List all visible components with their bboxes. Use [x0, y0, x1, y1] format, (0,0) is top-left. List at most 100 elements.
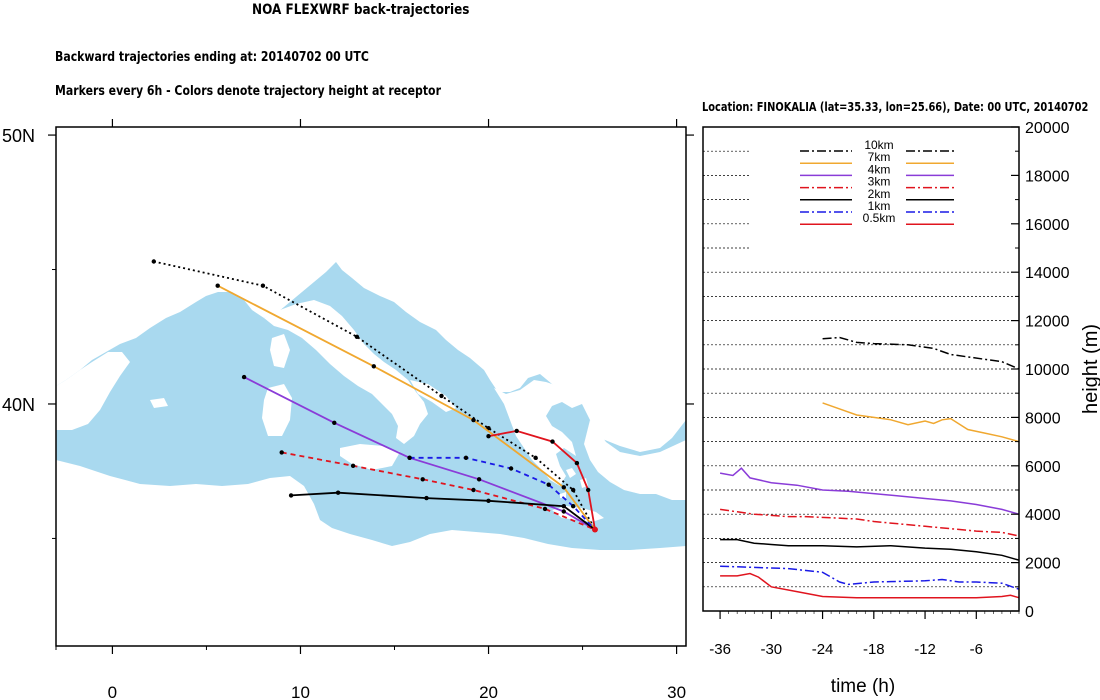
height-ytick-label: 4000	[1025, 507, 1061, 524]
land-europe	[56, 127, 686, 452]
legend-label-1km: 1km	[868, 199, 891, 213]
land-iberia	[56, 352, 130, 430]
map-marker-2km	[424, 495, 429, 501]
height-xtick-label: -30	[760, 641, 782, 658]
land-italy	[264, 300, 428, 444]
land-aegean-islands	[560, 468, 588, 498]
legend-label-10km: 10km	[864, 138, 893, 152]
map-marker-10km	[486, 426, 491, 431]
location-label: Location: FINOKALIA (lat=35.33, lon=25.6…	[702, 100, 1089, 114]
map-marker-10km	[533, 455, 538, 460]
land-anatolia	[584, 420, 686, 500]
height-panel: 0 2000 4000 6000 8000 10000 12000 14000 16000 180…	[702, 120, 1100, 697]
map-xtick-label: 10	[291, 683, 310, 700]
height-grid	[703, 150, 1019, 588]
map-marker-4km	[332, 420, 337, 425]
map-xtick-label: 20	[479, 683, 498, 700]
height-ytick-label: 10000	[1025, 362, 1070, 379]
map-marker-3km	[542, 506, 548, 512]
map-marker-3km	[471, 487, 476, 493]
legend-label-0.5km: 0.5km	[863, 211, 896, 225]
map-marker-7km	[371, 364, 376, 369]
map-trajectory-2km	[291, 491, 596, 531]
map-marker-0.5km	[486, 434, 491, 439]
map-marker-3km	[420, 477, 425, 482]
map-panel: 0 10 20 30 40N 50N	[2, 119, 694, 700]
land-sicily	[340, 444, 400, 470]
height-series-4km	[719, 467, 1019, 515]
map-marker-2km	[486, 498, 491, 503]
height-ytick-label: 12000	[1025, 314, 1070, 331]
height-ytick-label: 20000	[1025, 120, 1070, 137]
height-ytick-label: 18000	[1025, 168, 1070, 185]
map-trajectories	[151, 259, 598, 533]
map-marker-10km	[571, 487, 576, 493]
map-marker-1km	[407, 455, 412, 460]
height-ytick-label: 0	[1025, 604, 1034, 621]
height-ytick-label: 14000	[1025, 265, 1070, 282]
receptor-marker	[591, 526, 598, 533]
map-trajectory-4km	[243, 376, 596, 531]
chart-title: NOA FLEXWRF back-trajectories	[252, 2, 470, 18]
map-ytick-label: 40N	[2, 395, 35, 415]
map-marker-10km	[260, 283, 266, 288]
legend-label-7km: 7km	[868, 150, 891, 164]
map-marker-10km	[354, 334, 360, 339]
map-marker-7km	[561, 485, 566, 490]
map-xtick-label: 0	[108, 683, 117, 700]
height-ytick-label: 16000	[1025, 217, 1070, 234]
height-series-3km	[719, 508, 1019, 537]
height-xtick-label: -18	[863, 641, 885, 658]
map-marker-10km	[151, 259, 156, 264]
map-frame	[55, 126, 687, 647]
legend-label-4km: 4km	[868, 162, 891, 176]
map-marker-0.5km	[550, 439, 555, 444]
map-xtick-label: 30	[667, 683, 686, 700]
map-marker-0.5km	[574, 460, 580, 466]
map-trajectory-1km	[409, 456, 596, 531]
legend-label-2km: 2km	[868, 187, 891, 201]
map-marker-2km	[335, 490, 341, 495]
trajectory-end-time: Backward trajectories ending at: 2014070…	[55, 50, 369, 65]
height-xtick-label: -36	[709, 641, 731, 658]
map-marker-2km	[288, 493, 294, 498]
height-xtick-label: -12	[914, 641, 936, 658]
land-balearic	[150, 398, 168, 408]
map-axes: 0 10 20 30 40N 50N	[2, 119, 694, 700]
legend-label-3km: 3km	[868, 175, 891, 189]
height-series-1km	[720, 565, 1019, 590]
marker-description: Markers every 6h - Colors denote traject…	[55, 84, 441, 99]
height-ytick-label: 8000	[1025, 410, 1061, 427]
map-marker-1km	[546, 482, 551, 487]
height-series-2km	[720, 538, 1019, 561]
height-series-10km	[822, 336, 1019, 370]
height-ytick-label: 2000	[1025, 556, 1061, 573]
height-series	[719, 336, 1019, 599]
map-marker-7km	[215, 283, 220, 288]
map-marker-1km	[463, 455, 469, 460]
map-marker-1km	[571, 504, 576, 509]
map-marker-0.5km	[514, 428, 519, 434]
land-masses	[56, 127, 686, 646]
height-axes: 0 2000 4000 6000 8000 10000 12000 14000 16000 180…	[709, 120, 1100, 697]
map-marker-2km	[561, 504, 566, 509]
map-trajectory-10km	[153, 260, 596, 531]
height-series-7km	[822, 402, 1019, 443]
height-xtick-label: -24	[812, 641, 834, 658]
height-xlabel: time (h)	[831, 676, 895, 697]
map-marker-3km	[279, 450, 284, 455]
land-africa	[56, 460, 686, 646]
map-marker-4km	[561, 509, 566, 514]
height-ylabel: height (m)	[1080, 324, 1100, 414]
height-xtick-label: -6	[970, 641, 983, 658]
map-marker-4km	[476, 477, 482, 482]
map-marker-3km	[350, 463, 356, 468]
map-marker-10km	[439, 393, 444, 399]
map-marker-1km	[508, 466, 514, 471]
map-marker-0.5km	[586, 487, 591, 493]
height-ytick-label: 6000	[1025, 459, 1061, 476]
height-series-0.5km	[720, 572, 1019, 599]
land-greece	[484, 370, 584, 486]
map-ytick-label: 50N	[2, 126, 35, 146]
